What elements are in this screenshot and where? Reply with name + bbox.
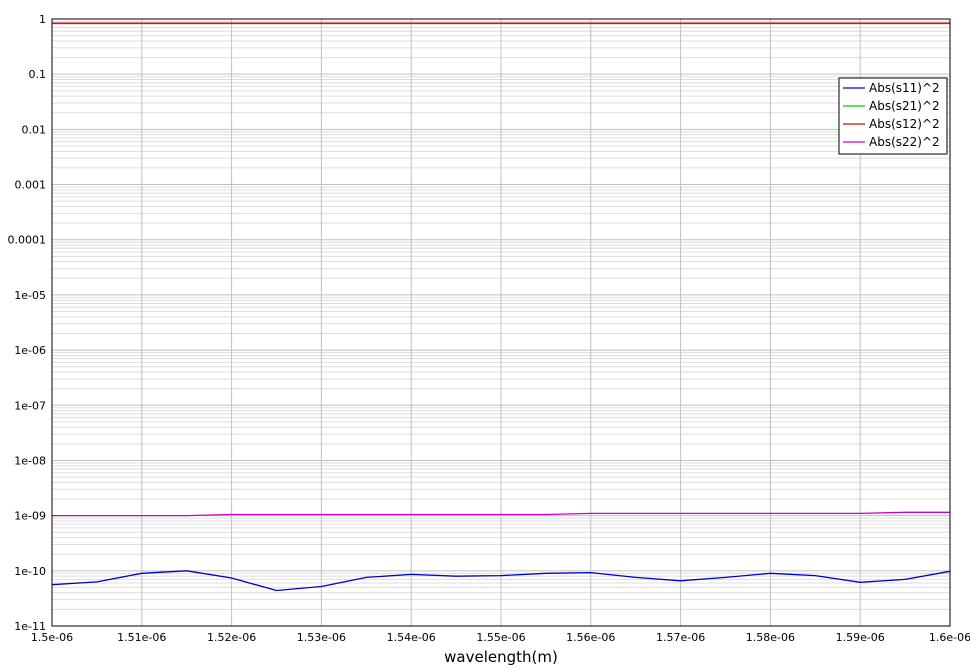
grid-major — [51, 18, 951, 627]
y-tick-label: 0.0001 — [8, 234, 47, 247]
x-tick-label: 1.54e-06 — [387, 631, 436, 644]
legend-label: Abs(s12)^2 — [869, 117, 940, 131]
legend-label: Abs(s21)^2 — [869, 99, 940, 113]
x-axis-title: wavelength(m) — [444, 648, 558, 666]
x-tick-label: 1.57e-06 — [656, 631, 705, 644]
y-tick-label: 1e-07 — [14, 399, 46, 412]
y-tick-label: 0.1 — [29, 68, 47, 81]
y-tick-label: 0.01 — [22, 123, 47, 136]
legend: Abs(s11)^2 Abs(s21)^2 Abs(s12)^2 Abs(s22)^2 — [838, 77, 948, 155]
y-tick-label: 1e-06 — [14, 344, 46, 357]
series-layer — [51, 22, 951, 592]
x-tick-label: 1.53e-06 — [297, 631, 346, 644]
series-line-abs-s11-2 — [51, 570, 951, 592]
x-tick-label: 1.51e-06 — [117, 631, 166, 644]
x-tick-label: 1.58e-06 — [746, 631, 795, 644]
y-tick-label: 1e-09 — [14, 510, 46, 523]
x-tick-label: 1.6e-06 — [929, 631, 970, 644]
y-tick-label: 1e-08 — [14, 454, 46, 467]
x-tick-label: 1.52e-06 — [207, 631, 256, 644]
x-tick-label: 1.5e-06 — [31, 631, 73, 644]
y-tick-label: 1e-10 — [14, 565, 46, 578]
legend-box — [838, 77, 948, 155]
y-tick-label: 1e-05 — [14, 289, 46, 302]
legend-label: Abs(s22)^2 — [869, 135, 940, 149]
series-line-abs-s22-2 — [52, 511, 950, 517]
x-tick-label: 1.59e-06 — [836, 631, 885, 644]
x-tick-label: 1.55e-06 — [476, 631, 525, 644]
x-tick-label: 1.56e-06 — [566, 631, 615, 644]
y-tick-label: 0.001 — [15, 179, 47, 192]
x-tick-labels: 1.5e-06 1.51e-06 1.52e-06 1.53e-06 1.54e-06 1… — [31, 631, 970, 644]
y-tick-label: 1 — [39, 13, 46, 26]
y-tick-labels: 1 0.1 0.01 0.001 0.0001 1e-05 1e-06 1e-07 1e-08 1… — [8, 13, 47, 633]
legend-label: Abs(s11)^2 — [869, 81, 940, 95]
plot-frame — [51, 18, 951, 627]
y-tick-label: 1e-11 — [14, 620, 46, 633]
